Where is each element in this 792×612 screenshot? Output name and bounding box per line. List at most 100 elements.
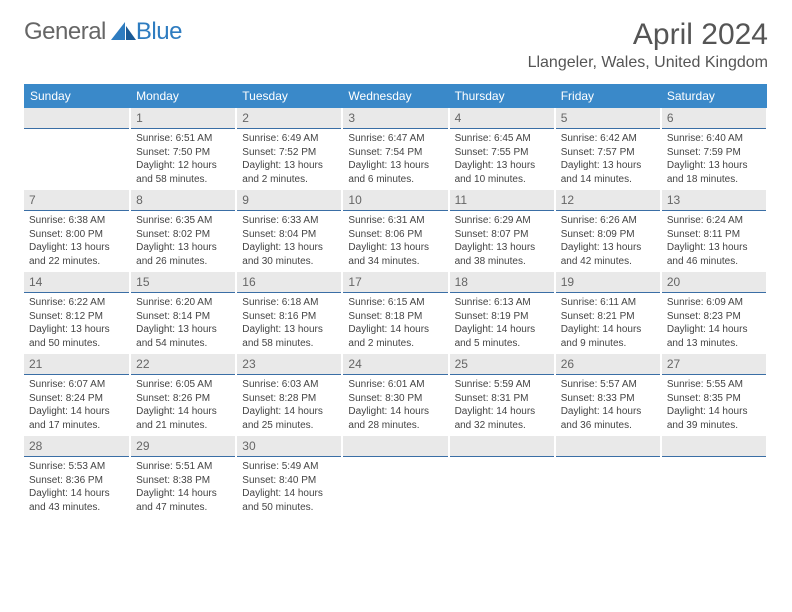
day-body: Sunrise: 6:49 AMSunset: 7:52 PMDaylight:… — [237, 129, 341, 190]
day-d1: Daylight: 13 hours — [348, 241, 442, 255]
day-ss: Sunset: 8:28 PM — [242, 392, 336, 406]
day-sr: Sunrise: 6:01 AM — [348, 378, 442, 392]
day-sr: Sunrise: 6:15 AM — [348, 296, 442, 310]
day-sr: Sunrise: 6:09 AM — [667, 296, 761, 310]
calendar-week-row: 7Sunrise: 6:38 AMSunset: 8:00 PMDaylight… — [24, 190, 767, 272]
calendar-day-cell: 27Sunrise: 5:55 AMSunset: 8:35 PMDayligh… — [661, 354, 767, 436]
day-ss: Sunset: 8:02 PM — [136, 228, 230, 242]
day-number — [662, 436, 766, 457]
day-number — [24, 108, 129, 129]
day-d2: and 32 minutes. — [455, 419, 549, 433]
calendar-day-cell: 24Sunrise: 6:01 AMSunset: 8:30 PMDayligh… — [342, 354, 448, 436]
weekday-header: Thursday — [449, 84, 555, 108]
day-body: Sunrise: 6:47 AMSunset: 7:54 PMDaylight:… — [343, 129, 447, 190]
day-body — [556, 457, 660, 507]
day-sr: Sunrise: 6:49 AM — [242, 132, 336, 146]
day-d1: Daylight: 14 hours — [561, 323, 655, 337]
calendar-day-cell: 23Sunrise: 6:03 AMSunset: 8:28 PMDayligh… — [236, 354, 342, 436]
calendar-day-cell: 13Sunrise: 6:24 AMSunset: 8:11 PMDayligh… — [661, 190, 767, 272]
title-block: April 2024 Llangeler, Wales, United King… — [528, 18, 768, 72]
day-d2: and 46 minutes. — [667, 255, 761, 269]
day-ss: Sunset: 8:07 PM — [455, 228, 549, 242]
day-body: Sunrise: 5:53 AMSunset: 8:36 PMDaylight:… — [24, 457, 129, 518]
day-d2: and 2 minutes. — [348, 337, 442, 351]
day-sr: Sunrise: 6:40 AM — [667, 132, 761, 146]
day-ss: Sunset: 8:21 PM — [561, 310, 655, 324]
day-body: Sunrise: 6:07 AMSunset: 8:24 PMDaylight:… — [24, 375, 129, 436]
day-ss: Sunset: 8:26 PM — [136, 392, 230, 406]
day-d2: and 13 minutes. — [667, 337, 761, 351]
day-number: 23 — [237, 354, 341, 375]
day-d1: Daylight: 13 hours — [667, 159, 761, 173]
day-d1: Daylight: 12 hours — [136, 159, 230, 173]
day-body: Sunrise: 6:29 AMSunset: 8:07 PMDaylight:… — [450, 211, 554, 272]
day-sr: Sunrise: 5:57 AM — [561, 378, 655, 392]
day-ss: Sunset: 8:11 PM — [667, 228, 761, 242]
day-body: Sunrise: 6:42 AMSunset: 7:57 PMDaylight:… — [556, 129, 660, 190]
day-sr: Sunrise: 6:22 AM — [29, 296, 124, 310]
brand-part1: General — [24, 18, 106, 46]
day-sr: Sunrise: 6:18 AM — [242, 296, 336, 310]
day-ss: Sunset: 8:31 PM — [455, 392, 549, 406]
day-d2: and 9 minutes. — [561, 337, 655, 351]
day-body: Sunrise: 6:11 AMSunset: 8:21 PMDaylight:… — [556, 293, 660, 354]
day-number: 18 — [450, 272, 554, 293]
calendar-day-cell: 22Sunrise: 6:05 AMSunset: 8:26 PMDayligh… — [130, 354, 236, 436]
calendar-week-row: 14Sunrise: 6:22 AMSunset: 8:12 PMDayligh… — [24, 272, 767, 354]
calendar-day-cell: 12Sunrise: 6:26 AMSunset: 8:09 PMDayligh… — [555, 190, 661, 272]
day-d1: Daylight: 14 hours — [561, 405, 655, 419]
day-body: Sunrise: 6:01 AMSunset: 8:30 PMDaylight:… — [343, 375, 447, 436]
calendar-day-cell: 18Sunrise: 6:13 AMSunset: 8:19 PMDayligh… — [449, 272, 555, 354]
day-d1: Daylight: 14 hours — [136, 405, 230, 419]
day-body: Sunrise: 5:59 AMSunset: 8:31 PMDaylight:… — [450, 375, 554, 436]
day-sr: Sunrise: 6:05 AM — [136, 378, 230, 392]
calendar-day-cell: 7Sunrise: 6:38 AMSunset: 8:00 PMDaylight… — [24, 190, 130, 272]
day-body — [24, 129, 129, 179]
day-number: 3 — [343, 108, 447, 129]
day-d1: Daylight: 13 hours — [29, 323, 124, 337]
calendar-day-cell: 10Sunrise: 6:31 AMSunset: 8:06 PMDayligh… — [342, 190, 448, 272]
day-ss: Sunset: 7:52 PM — [242, 146, 336, 160]
day-sr: Sunrise: 6:07 AM — [29, 378, 124, 392]
weekday-header: Saturday — [661, 84, 767, 108]
weekday-header: Tuesday — [236, 84, 342, 108]
day-number: 13 — [662, 190, 766, 211]
calendar-day-cell — [24, 108, 130, 190]
day-number: 28 — [24, 436, 129, 457]
day-d1: Daylight: 13 hours — [561, 159, 655, 173]
day-ss: Sunset: 8:30 PM — [348, 392, 442, 406]
day-d1: Daylight: 13 hours — [242, 323, 336, 337]
day-sr: Sunrise: 6:47 AM — [348, 132, 442, 146]
day-d2: and 25 minutes. — [242, 419, 336, 433]
day-d2: and 47 minutes. — [136, 501, 230, 515]
day-body: Sunrise: 6:35 AMSunset: 8:02 PMDaylight:… — [131, 211, 235, 272]
day-d1: Daylight: 14 hours — [348, 323, 442, 337]
day-sr: Sunrise: 5:59 AM — [455, 378, 549, 392]
day-d2: and 38 minutes. — [455, 255, 549, 269]
day-d2: and 5 minutes. — [455, 337, 549, 351]
day-ss: Sunset: 8:00 PM — [29, 228, 124, 242]
day-body: Sunrise: 5:55 AMSunset: 8:35 PMDaylight:… — [662, 375, 766, 436]
day-ss: Sunset: 8:14 PM — [136, 310, 230, 324]
day-sr: Sunrise: 6:35 AM — [136, 214, 230, 228]
day-sr: Sunrise: 5:53 AM — [29, 460, 124, 474]
brand-sail-icon — [111, 22, 137, 42]
day-number: 24 — [343, 354, 447, 375]
day-body: Sunrise: 6:13 AMSunset: 8:19 PMDaylight:… — [450, 293, 554, 354]
calendar-day-cell: 16Sunrise: 6:18 AMSunset: 8:16 PMDayligh… — [236, 272, 342, 354]
day-ss: Sunset: 8:40 PM — [242, 474, 336, 488]
day-d1: Daylight: 14 hours — [667, 405, 761, 419]
day-number: 10 — [343, 190, 447, 211]
brand-part2: Blue — [136, 18, 182, 46]
day-ss: Sunset: 8:33 PM — [561, 392, 655, 406]
calendar-week-row: 21Sunrise: 6:07 AMSunset: 8:24 PMDayligh… — [24, 354, 767, 436]
day-d2: and 43 minutes. — [29, 501, 124, 515]
day-sr: Sunrise: 6:29 AM — [455, 214, 549, 228]
day-d2: and 14 minutes. — [561, 173, 655, 187]
day-d2: and 50 minutes. — [242, 501, 336, 515]
location-label: Llangeler, Wales, United Kingdom — [528, 54, 768, 72]
calendar-day-cell: 1Sunrise: 6:51 AMSunset: 7:50 PMDaylight… — [130, 108, 236, 190]
day-number: 15 — [131, 272, 235, 293]
month-title: April 2024 — [528, 18, 768, 52]
day-number: 17 — [343, 272, 447, 293]
